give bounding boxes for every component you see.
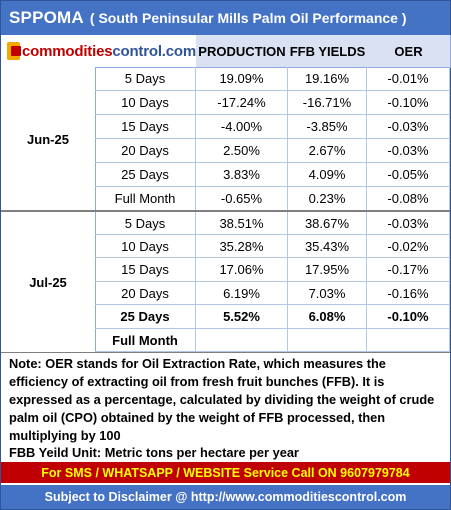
production-cell: 5.52% [196,305,288,329]
period-cell: Full Month [95,329,196,352]
ffb-cell: 7.03% [288,282,367,305]
period-cell: 5 Days [95,67,196,91]
month-divider [1,210,450,212]
ffb-cell: 6.08% [288,305,367,329]
period-cell: 20 Days [95,282,196,305]
oer-cell: -0.10% [367,305,450,329]
production-cell: -4.00% [196,115,288,139]
production-cell: 19.09% [196,67,288,91]
ffb-cell: 19.16% [288,67,367,91]
ffb-cell: 2.67% [288,139,367,163]
ffb-cell: 38.67% [288,212,367,235]
oer-cell: -0.08% [367,187,450,211]
production-cell: -0.65% [196,187,288,211]
ffb-cell: -3.85% [288,115,367,139]
production-cell: 2.50% [196,139,288,163]
period-cell: 15 Days [95,115,196,139]
production-cell [196,329,288,352]
period-cell: 20 Days [95,139,196,163]
period-cell: 10 Days [95,235,196,258]
oer-cell: -0.01% [367,67,450,91]
period-cell: 15 Days [95,258,196,282]
oer-cell: -0.10% [367,91,450,115]
disclaimer-banner: Subject to Disclaimer @ http://www.commo… [1,485,450,509]
oer-cell: -0.05% [367,163,450,187]
month-label-jul: Jul-25 [1,212,96,353]
month-label-jun: Jun-25 [1,67,96,212]
report-title-bar: SPPOMA ( South Peninsular Mills Palm Oil… [1,1,450,35]
ffb-cell: 4.09% [288,163,367,187]
logo-text-main: commodities [22,42,113,60]
period-cell: Full Month [95,187,196,211]
ffb-cell [288,329,367,352]
header-oer: OER [367,35,451,68]
ffb-cell: -16.71% [288,91,367,115]
ffb-yield-unit-note: FBB Yeild Unit: Metric tons per hectare … [9,445,299,460]
ffb-cell: 17.95% [288,258,367,282]
oer-cell: -0.03% [367,212,450,235]
production-cell: 3.83% [196,163,288,187]
ffb-cell: 0.23% [288,187,367,211]
brand-logo: commoditiescontrol.com [1,35,197,68]
production-cell: 6.19% [196,282,288,305]
oer-cell: -0.03% [367,139,450,163]
production-cell: -17.24% [196,91,288,115]
ffb-cell: 35.43% [288,235,367,258]
header-production: PRODUCTION [196,35,289,68]
report-subtitle: ( South Peninsular Mills Palm Oil Perfor… [89,10,407,26]
production-cell: 35.28% [196,235,288,258]
oer-note: Note: OER stands for Oil Extraction Rate… [1,352,450,444]
commoditiescontrol-logo-icon [7,42,22,60]
brand-logo-text: commoditiescontrol.com [22,43,196,60]
period-cell: 5 Days [95,212,196,235]
logo-text-end: control.com [112,42,196,60]
oer-cell: -0.03% [367,115,450,139]
sms-service-banner: For SMS / WHATSAPP / WEBSITE Service Cal… [1,462,450,483]
report-title: SPPOMA [9,8,84,27]
production-cell: 38.51% [196,212,288,235]
oer-cell: -0.16% [367,282,450,305]
period-cell: 10 Days [95,91,196,115]
oer-cell: -0.17% [367,258,450,282]
oer-cell [367,329,450,352]
header-ffb-yields: FFB YIELDS [288,35,368,68]
period-cell: 25 Days [95,163,196,187]
production-cell: 17.06% [196,258,288,282]
period-cell: 25 Days [95,305,196,329]
oer-cell: -0.02% [367,235,450,258]
